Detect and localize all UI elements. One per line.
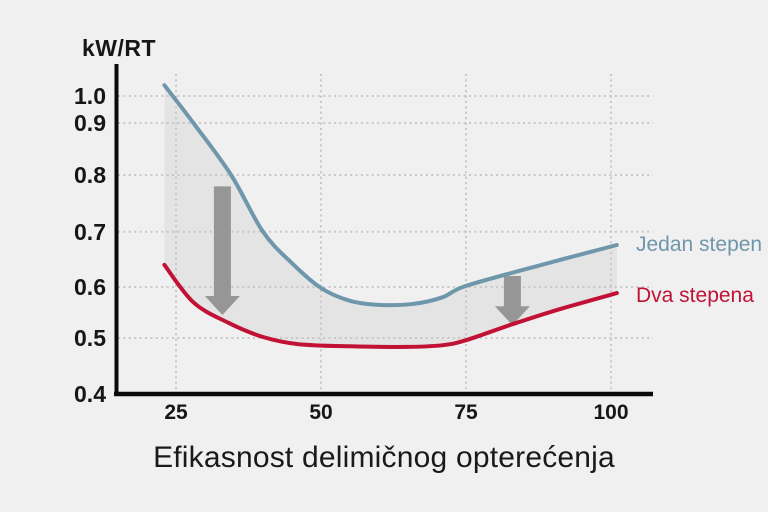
y-axis-unit-label: kW/RT bbox=[82, 35, 157, 61]
x-tick-label-50: 50 bbox=[309, 401, 333, 424]
y-tick-label-0.8: 0.8 bbox=[74, 162, 106, 188]
y-tick-label-0.5: 0.5 bbox=[74, 325, 106, 351]
x-tick-label-25: 25 bbox=[164, 401, 188, 424]
x-tick-label-100: 100 bbox=[593, 401, 629, 424]
down-arrow-icon-2 bbox=[494, 275, 530, 326]
y-tick-label-0.7: 0.7 bbox=[74, 218, 106, 245]
down-arrow-icon-1 bbox=[204, 186, 240, 316]
line-one-stage bbox=[162, 83, 619, 308]
y-tick-label-1.0: 1.0 bbox=[74, 83, 106, 109]
legend-label-one-stage: Jedan stepen bbox=[636, 233, 763, 256]
y-tick-label-0.4: 0.4 bbox=[74, 380, 106, 407]
legend-label-two-stage: Dva stepena bbox=[636, 284, 754, 307]
chart-title: Efikasnost delimičnog opterećenja bbox=[153, 441, 615, 474]
y-tick-label-0.6: 0.6 bbox=[74, 274, 106, 300]
x-tick-label-75: 75 bbox=[454, 401, 478, 424]
efficiency-gap-band bbox=[164, 85, 617, 347]
y-tick-label-0.9: 0.9 bbox=[74, 110, 106, 136]
line-two-stage bbox=[162, 262, 619, 349]
